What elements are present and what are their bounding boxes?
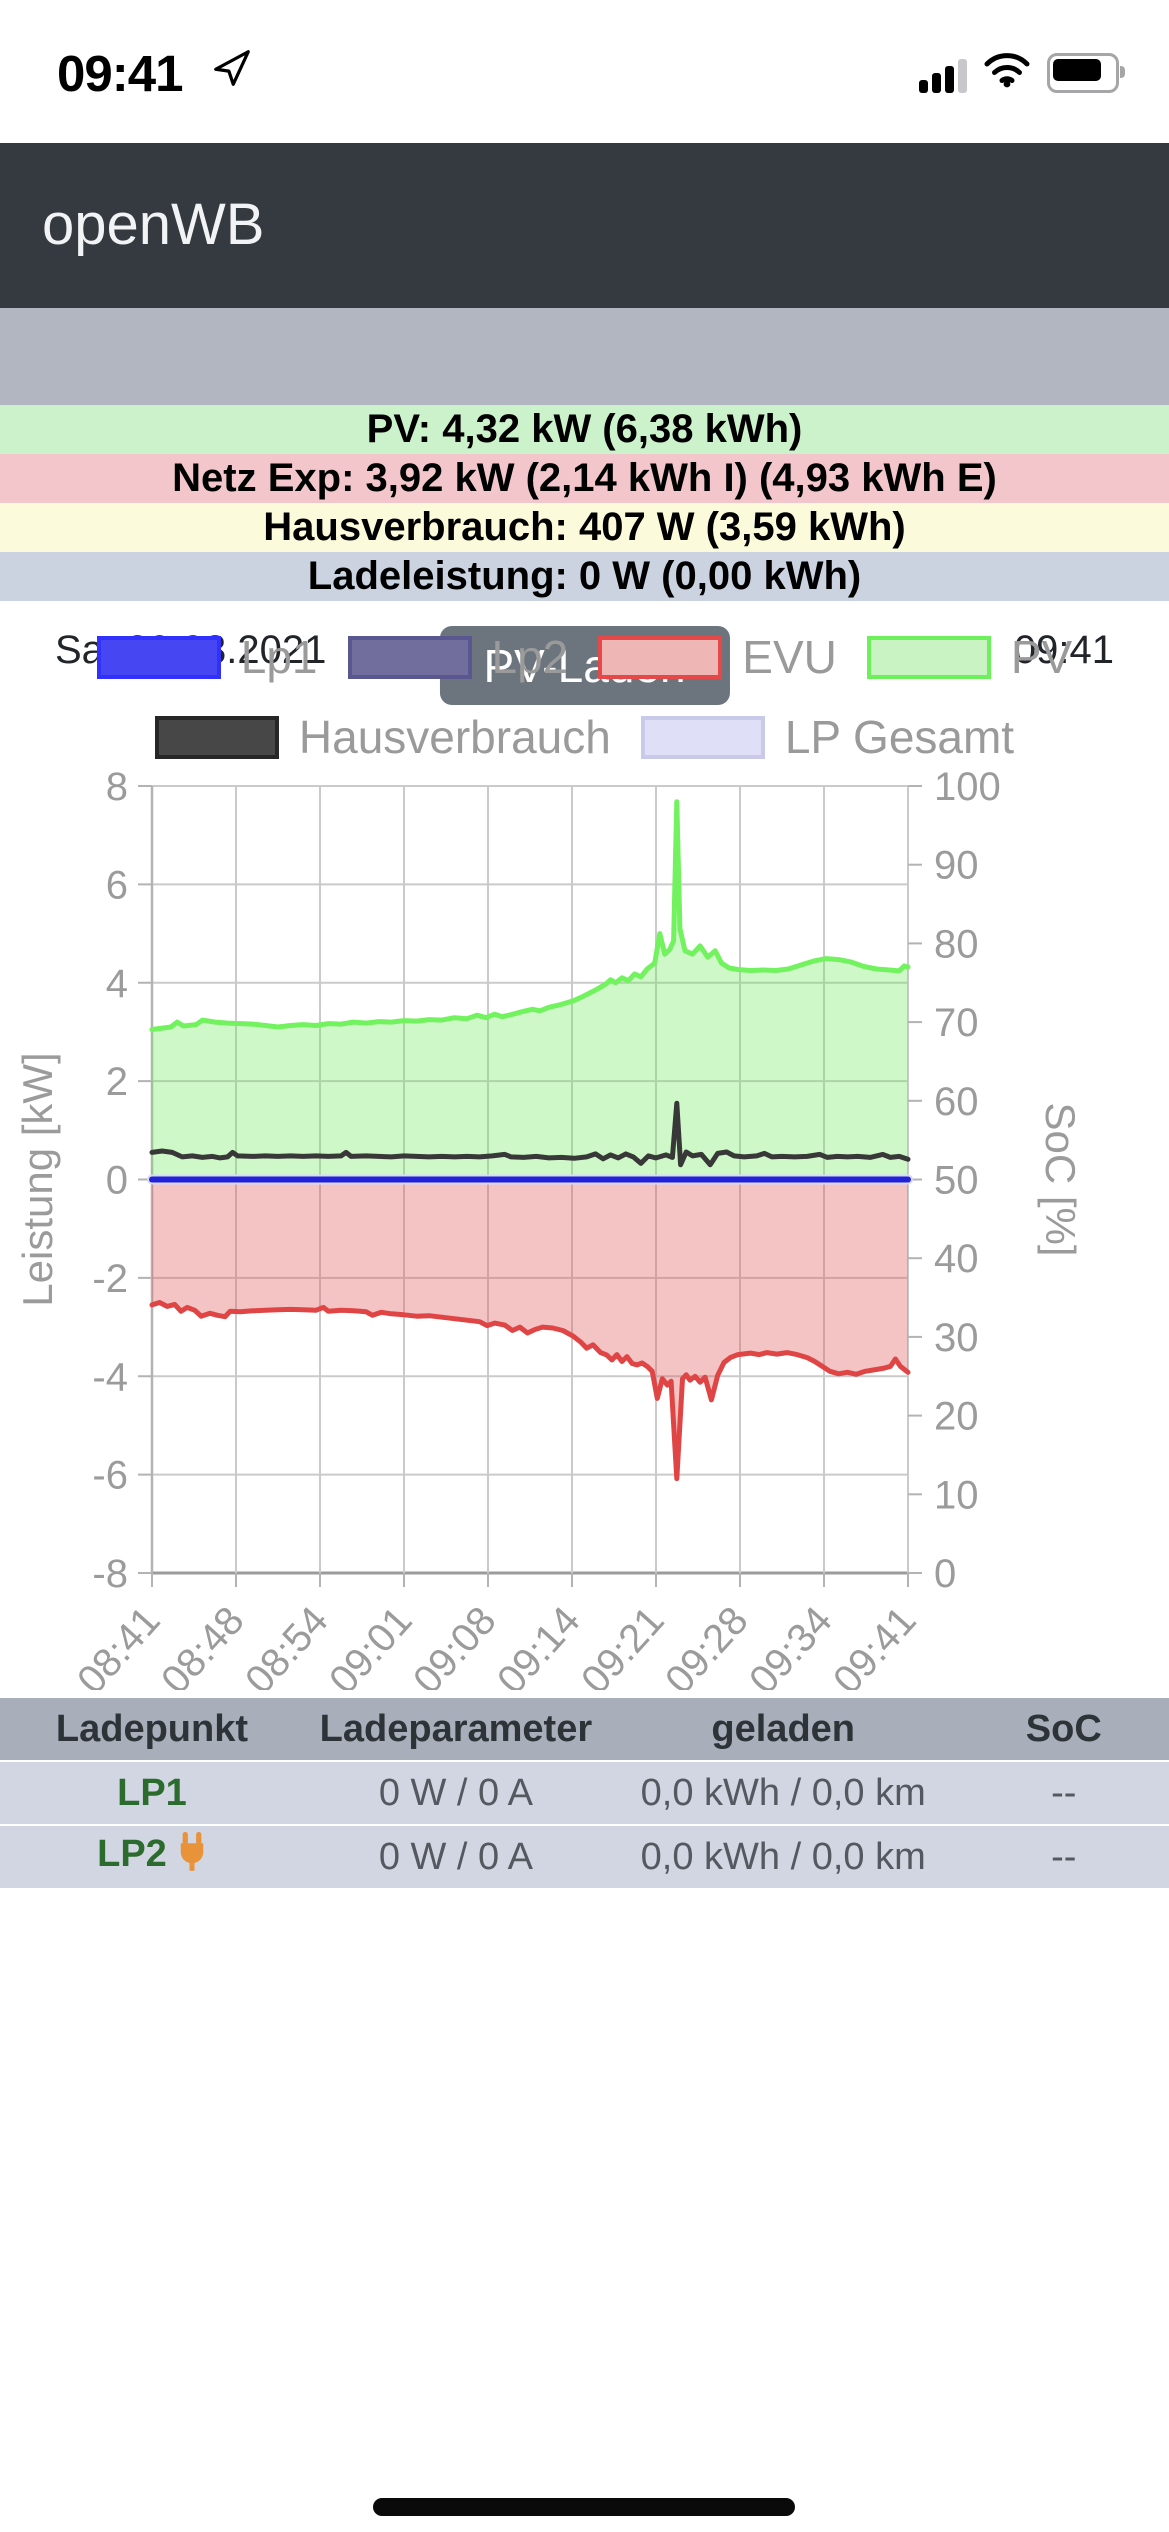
svg-text:09:14: 09:14 [489, 1599, 589, 1690]
wifi-icon [983, 52, 1031, 93]
svg-text:08:54: 08:54 [237, 1599, 337, 1690]
battery-icon [1047, 53, 1125, 93]
lp1-params: 0 W / 0 A [303, 1760, 608, 1825]
svg-text:-2: -2 [92, 1257, 128, 1301]
svg-text:-8: -8 [92, 1552, 128, 1596]
power-chart[interactable]: 8 6 4 2 0 -2 -4 -6 -8 08:41 08:48 08:54 09:01 09:08 09… [0, 765, 1169, 1702]
legend-label: Lp1 [240, 631, 318, 683]
status-bar-clock: 09:41 [57, 45, 183, 102]
hausverbrauch-swatch [154, 715, 279, 759]
ios-status-bar: 09:41 [0, 0, 1169, 143]
lp2-charged: 0,0 kWh / 0,0 km [607, 1824, 959, 1888]
lp1-swatch [96, 635, 221, 679]
svg-text:09:28: 09:28 [657, 1599, 757, 1690]
app-header: openWB [0, 143, 1169, 425]
svg-text:-4: -4 [92, 1355, 128, 1399]
chart-legend: Lp1 Lp2 EVU PV Hausverbrauch LP Gesamt [0, 630, 1169, 764]
col-ladepunkt: Ladepunkt [0, 1698, 304, 1761]
lp1-soc: -- [958, 1760, 1169, 1825]
house-consumption-strip: Hausverbrauch: 407 W (3,59 kWh) [0, 503, 1169, 552]
svg-text:40: 40 [934, 1237, 979, 1281]
table-row-lp1[interactable]: LP1 0 W / 0 A 0,0 kWh / 0,0 km -- [0, 1760, 1169, 1825]
svg-text:Leistung [kW]: Leistung [kW] [14, 1052, 61, 1306]
svg-text:90: 90 [934, 844, 979, 888]
lp2-soc: -- [958, 1824, 1169, 1888]
status-bar-right-icons [919, 52, 1125, 93]
table-header-row: Ladepunkt Ladeparameter geladen SoC [0, 1698, 1169, 1761]
legend-item-pv[interactable]: PV [866, 630, 1073, 684]
col-ladeparameter: Ladeparameter [303, 1698, 608, 1761]
location-arrow-icon [212, 48, 252, 93]
cellular-signal-icon [919, 53, 967, 93]
legend-item-lp1[interactable]: Lp1 [96, 630, 318, 684]
app-title: openWB [42, 192, 265, 257]
evu-swatch [598, 635, 723, 679]
svg-text:70: 70 [934, 1001, 979, 1045]
svg-text:09:08: 09:08 [405, 1599, 505, 1690]
svg-text:50: 50 [934, 1159, 979, 1203]
lp2-label: LP2 [97, 1833, 167, 1875]
chargepoint-table: Ladepunkt Ladeparameter geladen SoC LP1 … [0, 1698, 1169, 1888]
legend-item-hausverbrauch[interactable]: Hausverbrauch [154, 710, 611, 764]
legend-label: EVU [742, 631, 837, 683]
pv-status-strip: PV: 4,32 kW (6,38 kWh) [0, 405, 1169, 454]
svg-text:09:34: 09:34 [741, 1599, 841, 1690]
svg-text:SoC [%]: SoC [%] [1037, 1102, 1084, 1256]
svg-text:-6: -6 [92, 1454, 128, 1498]
legend-label: Lp2 [491, 631, 569, 683]
date-mode-bar: Sa, 20.03.2021 PV-Laden 09:41 [0, 308, 1169, 705]
current-time: 09:41 [1013, 628, 1114, 672]
legend-label: Hausverbrauch [298, 711, 611, 763]
col-geladen: geladen [607, 1698, 959, 1761]
svg-text:09:01: 09:01 [321, 1599, 421, 1690]
legend-item-lp-gesamt[interactable]: LP Gesamt [640, 710, 1015, 764]
power-chart-canvas: 86420-2-4-6-808:4108:4808:5409:0109:0809… [14, 765, 1084, 1702]
svg-text:20: 20 [934, 1395, 979, 1439]
svg-text:30: 30 [934, 1316, 979, 1360]
lp1-charged: 0,0 kWh / 0,0 km [607, 1760, 959, 1825]
col-soc: SoC [958, 1698, 1169, 1761]
legend-row-1: Lp1 Lp2 EVU PV [0, 630, 1169, 684]
lp-gesamt-swatch [640, 715, 765, 759]
svg-text:09:21: 09:21 [573, 1599, 673, 1690]
svg-text:80: 80 [934, 922, 979, 966]
svg-text:0: 0 [934, 1552, 956, 1596]
svg-text:09:41: 09:41 [825, 1599, 925, 1690]
lp2-params: 0 W / 0 A [303, 1824, 608, 1888]
home-indicator[interactable] [373, 2498, 795, 2516]
plug-icon [177, 1832, 207, 1882]
svg-text:4: 4 [106, 962, 128, 1006]
svg-text:08:48: 08:48 [153, 1599, 253, 1690]
lp2-swatch [347, 635, 472, 679]
svg-text:6: 6 [106, 863, 128, 907]
charge-power-strip: Ladeleistung: 0 W (0,00 kWh) [0, 552, 1169, 601]
svg-text:08:41: 08:41 [69, 1599, 169, 1690]
svg-text:60: 60 [934, 1080, 979, 1124]
table-row-lp2[interactable]: LP2 0 W / 0 A 0,0 kWh / 0,0 km -- [0, 1824, 1169, 1888]
svg-text:8: 8 [106, 770, 128, 809]
legend-label: PV [1010, 631, 1073, 683]
svg-text:10: 10 [934, 1473, 979, 1517]
lp1-label: LP1 [117, 1771, 187, 1814]
legend-row-2: Hausverbrauch LP Gesamt [0, 710, 1169, 764]
pv-swatch [866, 635, 991, 679]
grid-status-strip: Netz Exp: 3,92 kW (2,14 kWh I) (4,93 kWh… [0, 454, 1169, 503]
legend-label: LP Gesamt [784, 711, 1015, 763]
svg-text:0: 0 [106, 1159, 128, 1203]
svg-text:2: 2 [106, 1060, 128, 1104]
legend-item-lp2[interactable]: Lp2 [347, 630, 569, 684]
legend-item-evu[interactable]: EVU [598, 630, 837, 684]
svg-text:100: 100 [934, 770, 1001, 809]
